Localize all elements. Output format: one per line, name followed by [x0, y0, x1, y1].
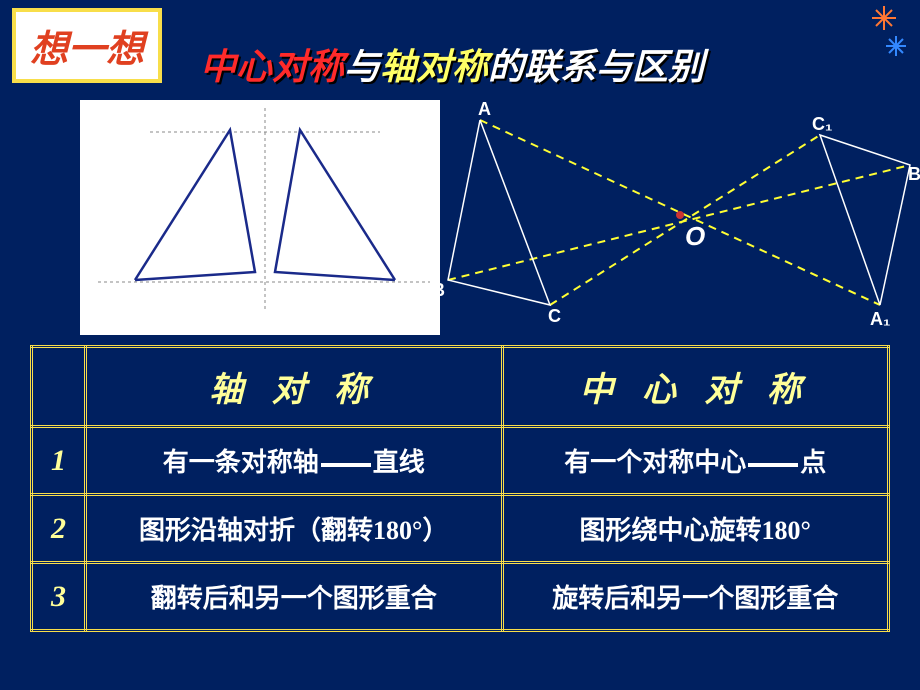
table-row: 1 有一条对称轴直线 有一个对称中心点	[32, 427, 889, 495]
cell-axial-3: 翻转后和另一个图形重合	[86, 563, 503, 631]
cell-axial-1: 有一条对称轴直线	[86, 427, 503, 495]
axial-symmetry-diagram	[80, 100, 440, 335]
label-C1: C₁	[812, 114, 832, 134]
think-box: 想一想	[12, 8, 162, 83]
header-blank	[32, 347, 86, 427]
row-num: 2	[32, 495, 86, 563]
row-num: 3	[32, 563, 86, 631]
label-B: B	[432, 280, 445, 300]
label-C: C	[548, 306, 561, 326]
point-symmetry-diagram: O A B C A₁ B₁ C₁	[430, 100, 920, 335]
diagrams-row: O A B C A₁ B₁ C₁	[30, 100, 900, 340]
title-part-4: 的联系与区别	[488, 47, 704, 87]
row-num: 1	[32, 427, 86, 495]
title-part-1: 中心对称	[200, 47, 344, 87]
page-title: 中心对称与轴对称的联系与区别	[200, 38, 704, 90]
title-part-2: 与	[344, 47, 380, 87]
dash-icon	[748, 463, 798, 467]
table-row: 2 图形沿轴对折（翻转180°） 图形绕中心旋转180°	[32, 495, 889, 563]
think-label: 想一想	[30, 29, 144, 71]
header-axial: 轴 对 称	[86, 347, 503, 427]
cell-central-1: 有一个对称中心点	[502, 427, 888, 495]
dash-icon	[321, 463, 371, 467]
label-A1: A₁	[870, 309, 890, 329]
cursor-icons	[864, 6, 914, 71]
table-header-row: 轴 对 称 中 心 对 称	[32, 347, 889, 427]
label-O: O	[685, 221, 705, 251]
comparison-table: 轴 对 称 中 心 对 称 1 有一条对称轴直线 有一个对称中心点 2 图形沿轴…	[30, 345, 890, 632]
cell-central-3: 旋转后和另一个图形重合	[502, 563, 888, 631]
cell-central-2: 图形绕中心旋转180°	[502, 495, 888, 563]
table-row: 3 翻转后和另一个图形重合 旋转后和另一个图形重合	[32, 563, 889, 631]
label-A: A	[478, 100, 491, 119]
title-part-3: 轴对称	[380, 47, 488, 87]
label-B1: B₁	[908, 164, 920, 184]
header-central: 中 心 对 称	[502, 347, 888, 427]
cell-axial-2: 图形沿轴对折（翻转180°）	[86, 495, 503, 563]
